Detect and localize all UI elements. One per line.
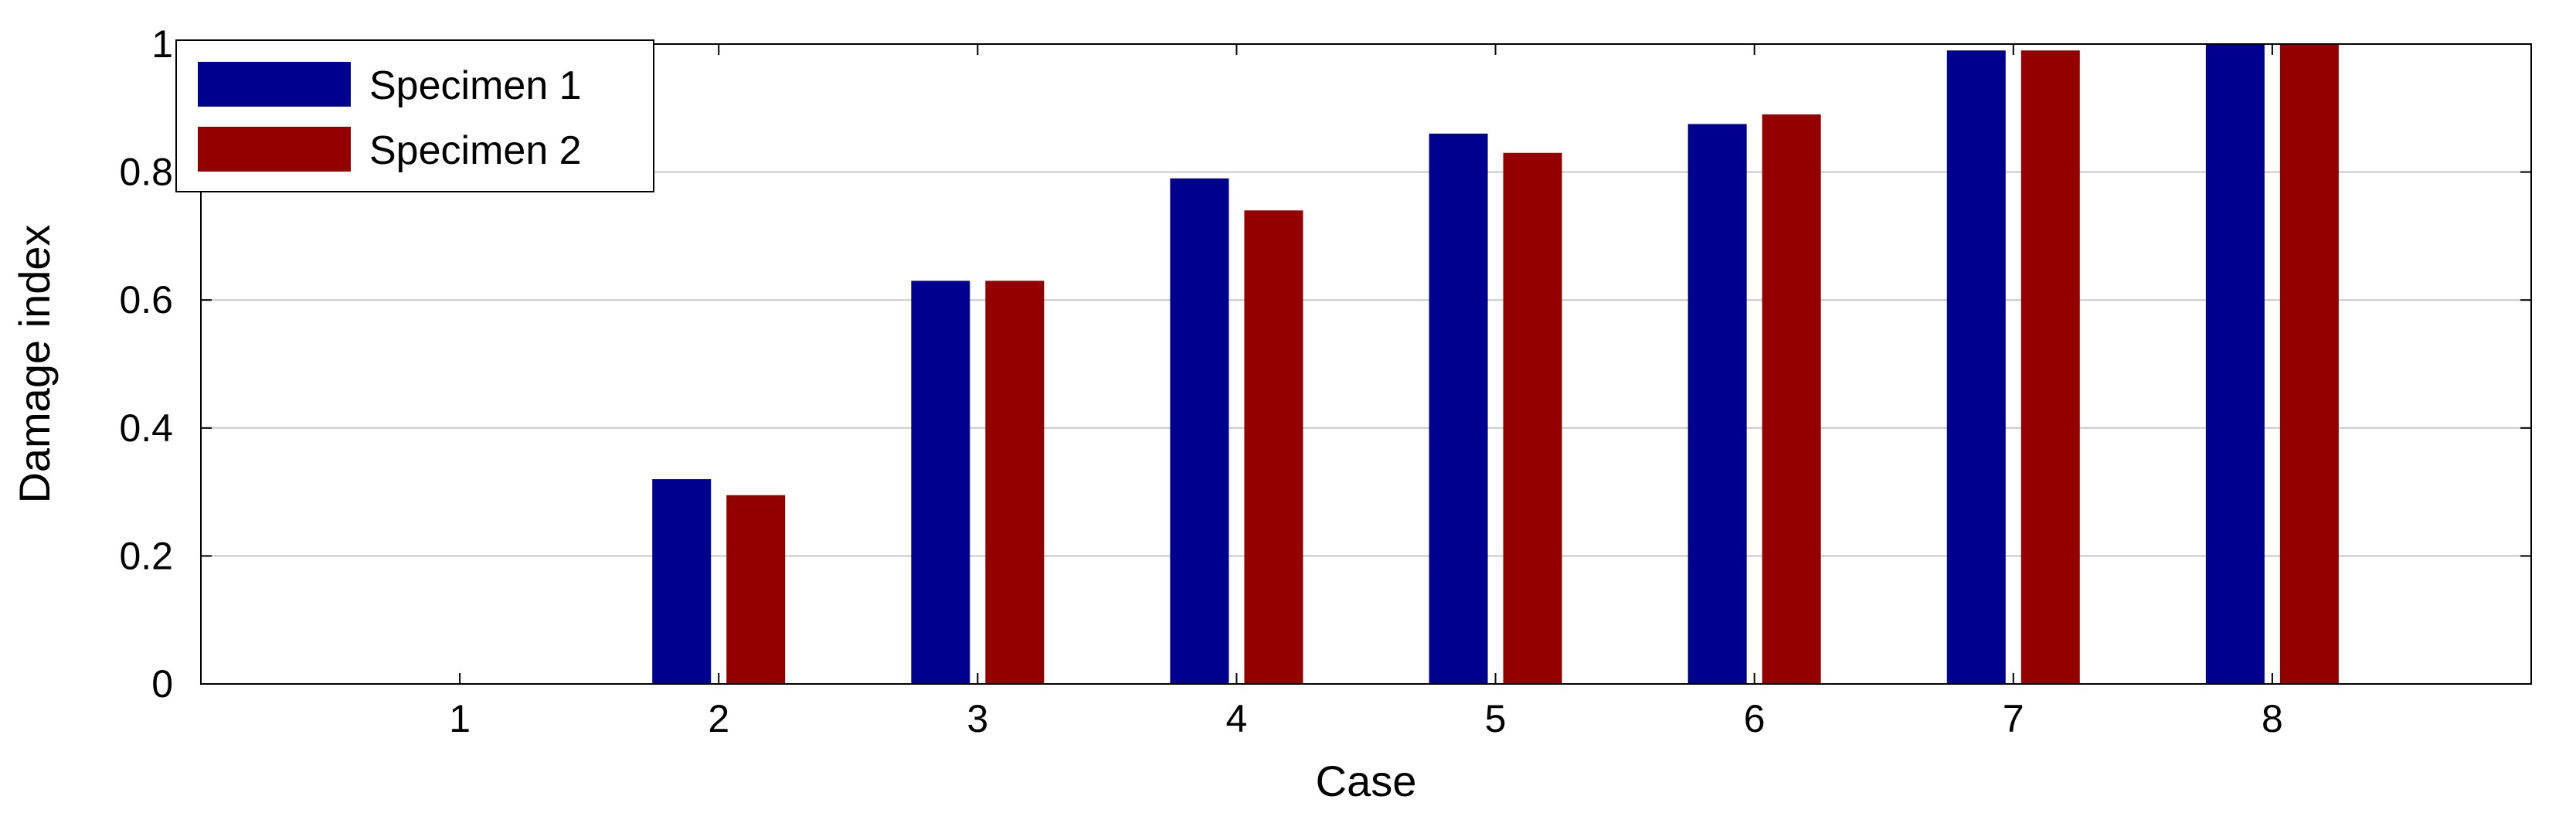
- bar-specimen-2-case-3: [985, 281, 1045, 684]
- bar-specimen-1-case-5: [1429, 133, 1488, 685]
- y-tick-labels: 0 0.2 0.4 0.6 0.8 1: [119, 22, 173, 706]
- bar-specimen-1-case-4: [1170, 178, 1229, 684]
- bar-specimen-1-case-8: [2205, 44, 2265, 684]
- bar-specimen-1-case-2: [652, 479, 712, 684]
- bar-specimen-2-case-5: [1503, 152, 1562, 684]
- bar-specimen-2-case-4: [1244, 210, 1303, 684]
- x-tick-label: 7: [2003, 697, 2024, 740]
- bar-specimen-1-case-3: [911, 281, 970, 684]
- x-axis-title: Case: [1316, 757, 1417, 805]
- bars: [652, 44, 2339, 685]
- bar-specimen-2-case-7: [2020, 50, 2080, 684]
- x-tick-label: 5: [1485, 697, 1507, 740]
- x-tick-label: 3: [967, 697, 988, 740]
- y-axis-title: Damage index: [10, 224, 59, 503]
- y-tick-label: 0.4: [119, 406, 173, 450]
- bar-specimen-2-case-2: [726, 495, 786, 684]
- y-tick-label: 1: [151, 22, 173, 66]
- bar-specimen-2-case-6: [1762, 114, 1821, 684]
- legend-swatch-specimen-1: [198, 62, 351, 107]
- y-tick-label: 0.8: [119, 151, 173, 194]
- x-tick-labels: 1 2 3 4 5 6 7 8: [449, 697, 2283, 740]
- y-tick-label: 0.6: [119, 278, 173, 321]
- x-tick-label: 2: [708, 697, 729, 740]
- legend-label-specimen-1: Specimen 1: [369, 63, 582, 108]
- y-tick-label: 0: [151, 662, 173, 706]
- y-tick-label: 0.2: [119, 534, 173, 577]
- plot-frame: [200, 43, 2532, 685]
- x-tick-label: 8: [2262, 697, 2283, 740]
- x-tick-label: 4: [1226, 697, 1248, 740]
- legend: Specimen 1 Specimen 2: [175, 39, 654, 192]
- bar-specimen-1-case-6: [1687, 124, 1747, 684]
- bar-specimen-1-case-7: [1946, 50, 2006, 684]
- gridlines: [201, 171, 2531, 557]
- legend-swatch-specimen-2: [198, 127, 351, 172]
- x-tick-label: 6: [1744, 697, 1765, 740]
- x-tick-label: 1: [449, 697, 471, 740]
- legend-label-specimen-2: Specimen 2: [369, 128, 582, 173]
- bar-specimen-2-case-8: [2279, 44, 2339, 684]
